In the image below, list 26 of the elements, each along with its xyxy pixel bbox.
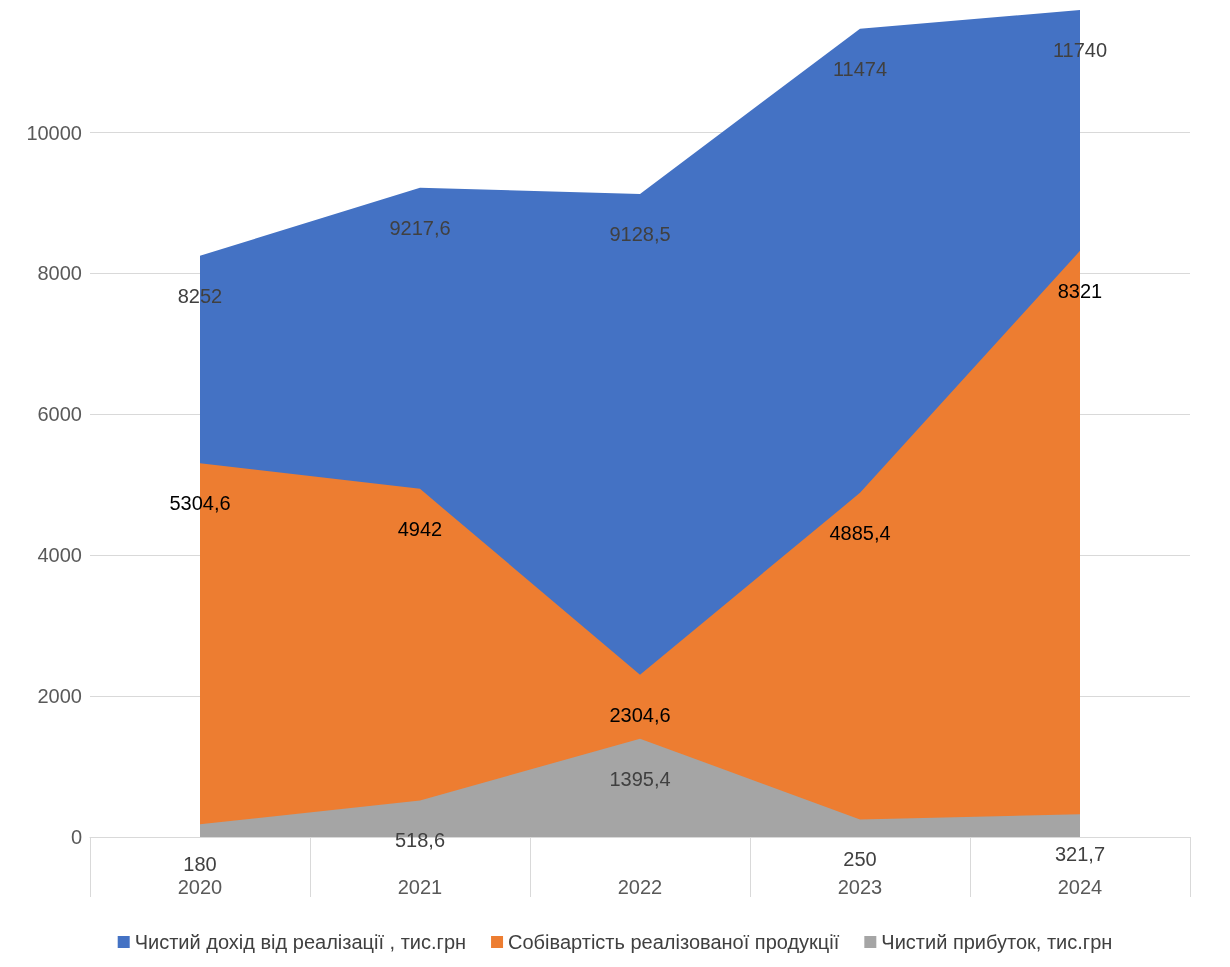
- y-tick-label: 6000: [37, 403, 82, 426]
- data-label: 180: [183, 853, 217, 876]
- data-label: 5304,6: [169, 492, 231, 515]
- y-tick-label: 0: [70, 826, 82, 848]
- y-tick-label: 8000: [37, 262, 82, 285]
- y-tick-label: 2000: [37, 685, 82, 708]
- data-label: 4942: [397, 517, 443, 540]
- x-tick-label: 2023: [837, 876, 883, 898]
- y-tick-label: 4000: [37, 544, 82, 567]
- data-label: 518,6: [394, 829, 446, 852]
- data-label: 321,7: [1054, 843, 1106, 866]
- data-label: 4885,4: [829, 521, 891, 544]
- data-label: 250: [843, 848, 877, 871]
- x-tick-label: 2022: [617, 876, 663, 898]
- legend-label: Чистий дохід від реалізації , тис.грн: [134, 931, 467, 953]
- legend-label: Чистий прибуток, тис.грн: [881, 931, 1113, 953]
- y-tick-label: 10000: [26, 121, 82, 144]
- data-label: 2304,6: [609, 703, 671, 726]
- legend-label: Собівартість реалізованої продукції: [508, 931, 840, 953]
- data-label: 11474: [832, 57, 888, 80]
- x-tick-label: 2020: [177, 876, 223, 898]
- data-label: 9217,6: [389, 216, 451, 239]
- data-label: 1395,4: [609, 767, 671, 790]
- x-tick-label: 2021: [397, 876, 443, 898]
- data-label: 9128,5: [609, 222, 671, 245]
- x-tick-label: 2024: [1057, 876, 1103, 898]
